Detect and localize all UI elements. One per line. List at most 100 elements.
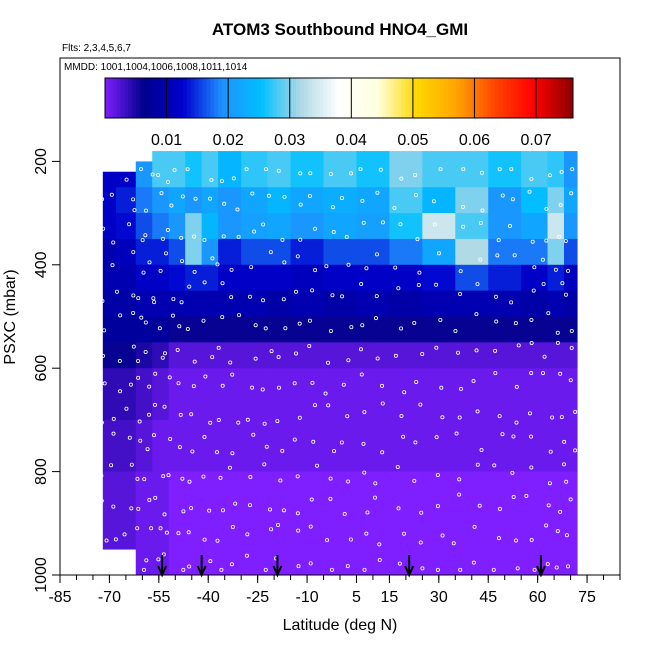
track-point — [573, 448, 578, 453]
colorbar-segment — [303, 78, 309, 118]
track-point — [515, 566, 520, 571]
heatmap-cell — [135, 290, 153, 317]
track-point — [202, 280, 207, 285]
heatmap-cell — [218, 187, 242, 214]
x-tick-label: -85 — [48, 589, 71, 606]
heatmap-cell — [152, 368, 170, 421]
heatmap-cell — [488, 471, 522, 576]
track-point — [509, 167, 514, 172]
track-point — [252, 229, 257, 234]
x-tick-label: 60 — [529, 589, 547, 606]
colorbar-segment — [401, 78, 406, 118]
track-point — [124, 406, 129, 411]
track-point — [214, 450, 219, 455]
track-point — [181, 567, 186, 572]
track-point — [110, 263, 115, 268]
track-point — [524, 493, 529, 498]
colorbar-segment — [319, 78, 324, 118]
track-point — [573, 409, 578, 414]
track-point — [328, 476, 333, 481]
track-point — [328, 171, 333, 176]
track-point — [268, 507, 273, 512]
track-point — [295, 474, 300, 479]
track-point — [136, 358, 141, 363]
colorbar-segment — [300, 78, 305, 118]
colorbar-segment — [264, 78, 270, 118]
colorbar-segment — [506, 78, 512, 118]
track-point — [152, 402, 157, 407]
colorbar-segment — [397, 78, 402, 118]
colorbar-segment — [565, 78, 570, 118]
track-point — [419, 510, 424, 515]
track-point — [294, 289, 299, 294]
track-point — [141, 567, 146, 572]
track-point — [540, 371, 545, 376]
track-point — [544, 238, 549, 243]
track-point — [251, 432, 256, 437]
heatmap-cell — [356, 187, 390, 214]
colorbar-segment — [378, 78, 383, 118]
track-point — [345, 564, 350, 569]
track-point — [171, 297, 176, 302]
track-point — [361, 441, 366, 446]
track-point — [187, 479, 192, 484]
track-point — [75, 565, 80, 570]
track-point — [253, 323, 258, 328]
track-point — [169, 203, 174, 208]
track-point — [324, 264, 329, 269]
heatmap-cell — [564, 419, 578, 472]
track-point — [220, 508, 225, 513]
track-point — [475, 462, 480, 467]
heatmap-cell — [185, 238, 203, 266]
track-point — [87, 562, 92, 567]
heatmap-cell — [389, 342, 423, 369]
heatmap-cell — [455, 264, 489, 292]
heatmap-cell — [267, 419, 291, 472]
heatmap-cell — [168, 316, 186, 343]
track-point — [88, 289, 93, 294]
track-point — [262, 421, 267, 426]
colorbar-segment — [144, 78, 149, 118]
colorbar-tick-label: 0.05 — [397, 132, 428, 149]
colorbar-segment — [284, 78, 289, 118]
heatmap-cell — [168, 151, 186, 188]
heatmap-cell — [116, 187, 137, 214]
colorbar-segment — [296, 78, 301, 118]
track-point — [248, 475, 253, 480]
x-tick-label: -25 — [246, 589, 269, 606]
track-point — [137, 419, 142, 424]
track-point — [531, 288, 536, 293]
colorbar-segment — [420, 78, 426, 118]
track-point — [159, 191, 164, 196]
heatmap-cell — [356, 419, 390, 472]
track-point — [275, 419, 280, 424]
colorbar-segment — [389, 78, 395, 118]
colorbar-segment — [233, 78, 239, 118]
track-point — [415, 237, 420, 242]
heatmap-cell — [218, 213, 242, 240]
track-point — [189, 506, 194, 511]
track-point — [113, 167, 118, 172]
track-point — [436, 251, 441, 256]
colorbar-ticks: 0.01 0.02 0.03 0.04 0.05 0.06 0.07 — [151, 78, 552, 149]
track-point — [71, 195, 76, 200]
track-point — [544, 206, 549, 211]
track-point — [545, 562, 550, 567]
colorbar-segment — [167, 78, 172, 118]
colorbar-segment — [175, 78, 180, 118]
track-point — [365, 510, 370, 515]
heatmap-cell — [185, 290, 203, 317]
heatmap-cell — [547, 342, 565, 369]
colorbar-segment — [163, 78, 168, 118]
track-point — [158, 526, 163, 531]
track-point — [296, 564, 301, 569]
track-point — [529, 341, 534, 346]
track-point — [372, 495, 377, 500]
heatmap-cell — [152, 238, 170, 266]
colorbar-segment — [280, 78, 285, 118]
track-point — [88, 253, 93, 258]
colorbar-segment — [218, 78, 223, 118]
heatmap-cell — [152, 290, 170, 317]
track-point — [330, 293, 335, 298]
x-tick-label: 30 — [430, 589, 448, 606]
